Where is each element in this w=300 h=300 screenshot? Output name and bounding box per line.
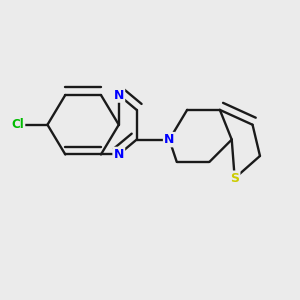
Text: S: S — [230, 172, 239, 185]
Text: N: N — [164, 133, 175, 146]
Text: N: N — [114, 148, 124, 161]
Text: N: N — [114, 88, 124, 101]
Text: Cl: Cl — [11, 118, 24, 131]
